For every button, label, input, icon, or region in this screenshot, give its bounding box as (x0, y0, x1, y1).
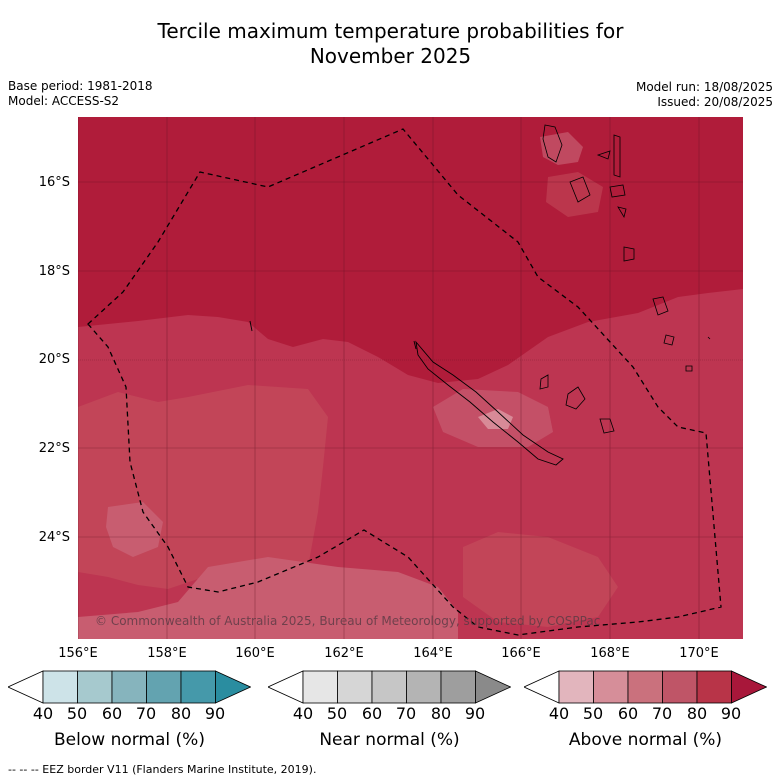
tanna-outline (663, 334, 675, 346)
lon-label-162e: 162°E (324, 646, 364, 661)
malakula-outline (569, 176, 591, 203)
lon-label-166e: 166°E (501, 646, 541, 661)
tick-above-90: 90 (720, 704, 742, 723)
eez-legend-text: -- -- -- EEZ border V11 (Flanders Marine… (8, 763, 317, 776)
tick-near-50: 50 (326, 704, 348, 723)
tick-above-50: 50 (582, 704, 604, 723)
colorbar-box (302, 670, 338, 704)
lat-label-22s: 22°S (38, 441, 70, 456)
meta-left: Base period: 1981-2018 Model: ACCESS-S2 (8, 79, 153, 109)
lat-label-24s: 24°S (38, 530, 70, 545)
colorbar-label-below: Below normal (%) (54, 730, 205, 750)
lon-label-158e: 158°E (147, 646, 187, 661)
colorbar-extend-high (215, 670, 251, 704)
issued-text: Issued: 20/08/2025 (657, 95, 773, 109)
tick-near-60: 60 (361, 704, 383, 723)
region-above-75-vanuatu (546, 172, 603, 217)
colorbar-near-normal (268, 670, 511, 704)
tick-below-90: 90 (204, 704, 226, 723)
colorbar-box (662, 670, 698, 704)
model-text: Model: ACCESS-S2 (8, 94, 120, 108)
colorbar-extend-low (8, 670, 44, 704)
tick-near-40: 40 (292, 704, 314, 723)
erromango-outline (652, 296, 669, 316)
ambrym-outline (609, 184, 626, 198)
colorbar-box (77, 670, 113, 704)
map-title: Tercile maximum temperature probabilitie… (0, 19, 781, 69)
eez-border (87, 128, 722, 636)
pentecost-outline (613, 134, 621, 178)
tick-below-50: 50 (66, 704, 88, 723)
lon-label-156e: 156°E (58, 646, 98, 661)
colorbar-above-normal (524, 670, 767, 704)
colorbar-below-normal (8, 670, 251, 704)
tick-below-70: 70 (135, 704, 157, 723)
tick-near-70: 70 (395, 704, 417, 723)
colorbar-box (593, 670, 629, 704)
tick-below-60: 60 (101, 704, 123, 723)
colorbar-box (627, 670, 663, 704)
colorbar-extend-high (731, 670, 767, 704)
colorbar-box (558, 670, 594, 704)
colorbar-box (371, 670, 407, 704)
colorbar-extend-low (268, 670, 304, 704)
aneityum-outline (685, 365, 693, 372)
tick-above-40: 40 (548, 704, 570, 723)
lat-label-18s: 18°S (38, 264, 70, 279)
epi-outline (617, 206, 627, 219)
title-line-1: Tercile maximum temperature probabilitie… (157, 19, 624, 43)
ouvea-outline (539, 374, 549, 390)
mare-outline (599, 418, 615, 434)
lon-label-168e: 168°E (590, 646, 630, 661)
region-above-75-south (463, 532, 618, 627)
probability-map (78, 117, 743, 639)
island-outline (596, 150, 611, 160)
tick-above-60: 60 (617, 704, 639, 723)
efate-outline (623, 246, 635, 262)
lifou-outline (565, 386, 586, 410)
tick-below-40: 40 (32, 704, 54, 723)
tick-near-80: 80 (430, 704, 452, 723)
espiritu-santo-outline (542, 124, 563, 163)
tick-near-90: 90 (464, 704, 486, 723)
colorbar-box (696, 670, 732, 704)
chesterfield-islet (249, 320, 253, 332)
region-above-70-ne (540, 132, 583, 165)
colorbar-box (42, 670, 78, 704)
model-run-text: Model run: 18/08/2025 (635, 80, 773, 94)
colorbar-box (406, 670, 442, 704)
region-above-60-nc (478, 409, 513, 429)
copyright-text: © Commonwealth of Australia 2025, Bureau… (95, 614, 601, 628)
tick-above-80: 80 (686, 704, 708, 723)
lon-label-164e: 164°E (413, 646, 453, 661)
colorbar-label-above: Above normal (%) (568, 730, 723, 750)
new-caledonia-outline (415, 340, 564, 466)
lat-label-16s: 16°S (38, 175, 70, 190)
meta-right: Model run: 18/08/2025 Issued: 20/08/2025 (636, 80, 773, 110)
base-period-text: Base period: 1981-2018 (8, 79, 153, 93)
title-line-2: November 2025 (309, 44, 472, 68)
colorbar-extend-high (475, 670, 511, 704)
colorbar-box (146, 670, 182, 704)
colorbar-extend-low (524, 670, 560, 704)
colorbar-box (180, 670, 216, 704)
tick-above-70: 70 (651, 704, 673, 723)
region-above-70-bottom (78, 557, 458, 639)
region-above-70-sw (106, 502, 163, 557)
colorbar-label-near: Near normal (%) (319, 730, 460, 750)
islet-outline-2 (707, 336, 711, 340)
lat-label-20s: 20°S (38, 352, 70, 367)
colorbar-box (111, 670, 147, 704)
colorbar-box (440, 670, 476, 704)
tick-below-80: 80 (170, 704, 192, 723)
gridlines (78, 117, 743, 639)
colorbar-box (337, 670, 373, 704)
islet-outline (413, 340, 417, 350)
lon-label-160e: 160°E (235, 646, 275, 661)
region-above-75-west (78, 385, 328, 589)
lon-label-170e: 170°E (679, 646, 719, 661)
